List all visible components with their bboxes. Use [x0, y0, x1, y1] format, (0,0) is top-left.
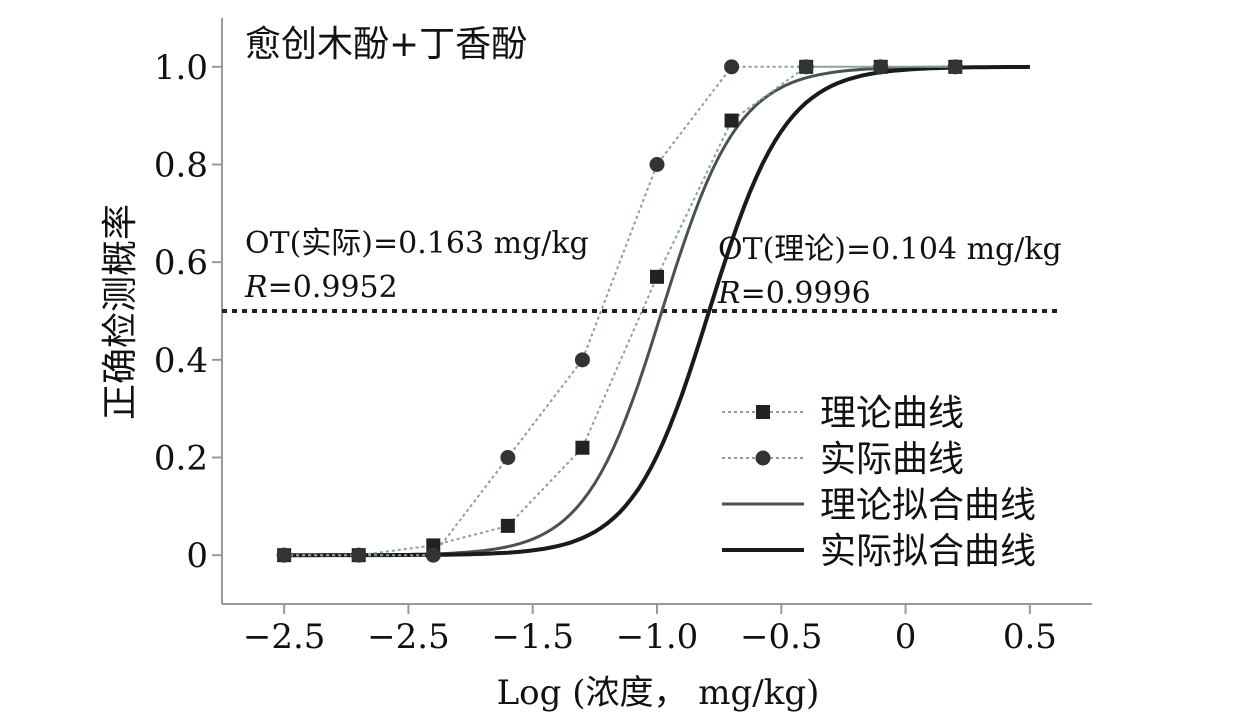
actual-data-point [947, 59, 963, 75]
theory-data-point [724, 113, 739, 128]
curves-layer [222, 64, 1062, 558]
annotation-actual-r-value: =0.9952 [268, 270, 398, 305]
actual-data-point [649, 157, 665, 172]
actual-data-point [351, 547, 367, 563]
markers-layer [276, 59, 963, 563]
annotation-theory-r-symbol: R [717, 276, 741, 311]
y-tick-label: 0.6 [154, 243, 208, 283]
theory-data-point [650, 269, 664, 284]
x-axis-label: Log (浓度， mg/kg) [497, 673, 820, 713]
x-tick-label: −1.0 [616, 617, 699, 657]
y-tick-label: 0.8 [154, 146, 208, 186]
actual-data-point [500, 450, 516, 465]
y-tick-label: 0.4 [154, 341, 208, 381]
y-tick-label: 1.0 [154, 48, 208, 88]
x-tick-label: 0 [895, 617, 917, 657]
data-series-line [284, 65, 956, 557]
x-tick-label: 0.5 [1003, 617, 1057, 657]
legend-label: 理论曲线 [820, 393, 964, 434]
annotation-actual-r-symbol: R [244, 270, 268, 305]
chart-title: 愈创木酚+丁香酚 [245, 24, 527, 65]
legend-label: 实际曲线 [820, 439, 964, 480]
actual-data-point [276, 547, 292, 563]
x-tick-label: −2.5 [367, 617, 450, 657]
y-tick-label: 0.2 [154, 439, 208, 479]
x-tick-label: −0.5 [740, 617, 823, 657]
annotation-actual-r: R=0.9952 [244, 270, 398, 305]
ticks-layer: −2.5 −2.5 −1.5 −1.0 −0.5 0 0.5 0 0.2 0.4 0.6 0.8 1.0 [154, 48, 1057, 657]
actual-data-point [425, 547, 441, 563]
legend-square-marker [756, 405, 770, 419]
annotation-theory-r: R=0.9996 [717, 276, 871, 311]
actual-data-point [798, 59, 814, 75]
legend-label: 理论拟合曲线 [820, 485, 1036, 526]
fit-curve-line [284, 64, 1030, 558]
x-tick-label: −1.5 [491, 617, 574, 657]
actual-data-point [574, 352, 590, 368]
annotation-actual-ot: OT(实际)=0.163 mg/kg [245, 226, 589, 261]
y-axis-label: 正确检测概率 [100, 204, 141, 420]
x-tick-label: −2.5 [243, 617, 326, 657]
annotation-theory-r-value: =0.9996 [741, 276, 871, 311]
data-series-line [284, 65, 956, 557]
actual-data-point [724, 59, 740, 75]
legend-label: 实际拟合曲线 [820, 531, 1036, 572]
legend-circle-marker [755, 450, 771, 466]
y-tick-label: 0 [186, 536, 208, 576]
theory-data-point [500, 518, 515, 533]
actual-data-point [873, 59, 889, 75]
theory-data-point [575, 440, 590, 455]
annotation-theory-ot: OT(理论)=0.104 mg/kg [718, 232, 1062, 267]
